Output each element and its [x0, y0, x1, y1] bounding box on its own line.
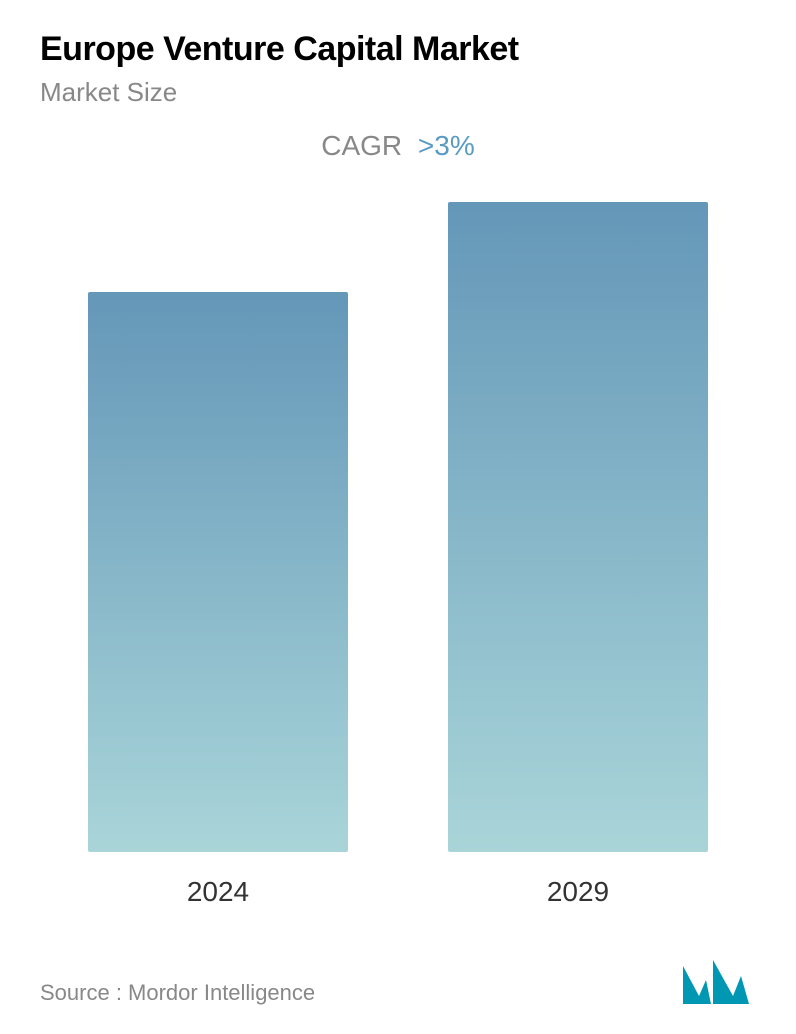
- bar-0: [88, 292, 348, 852]
- cagr-value: >3%: [418, 130, 475, 161]
- chart-area: 2024 2029: [40, 202, 756, 928]
- bar-label-1: 2029: [547, 876, 609, 908]
- bar-group-1: 2029: [448, 202, 708, 908]
- page-title: Europe Venture Capital Market: [40, 30, 756, 69]
- bar-1: [448, 202, 708, 852]
- cagr-label: CAGR: [321, 130, 402, 161]
- bar-group-0: 2024: [88, 292, 348, 908]
- chart-container: Europe Venture Capital Market Market Siz…: [0, 0, 796, 1034]
- page-subtitle: Market Size: [40, 77, 756, 108]
- source-text: Source : Mordor Intelligence: [40, 980, 315, 1006]
- mordor-logo-icon: [681, 958, 756, 1006]
- bar-label-0: 2024: [187, 876, 249, 908]
- cagr-row: CAGR >3%: [40, 130, 756, 162]
- footer: Source : Mordor Intelligence: [40, 958, 756, 1016]
